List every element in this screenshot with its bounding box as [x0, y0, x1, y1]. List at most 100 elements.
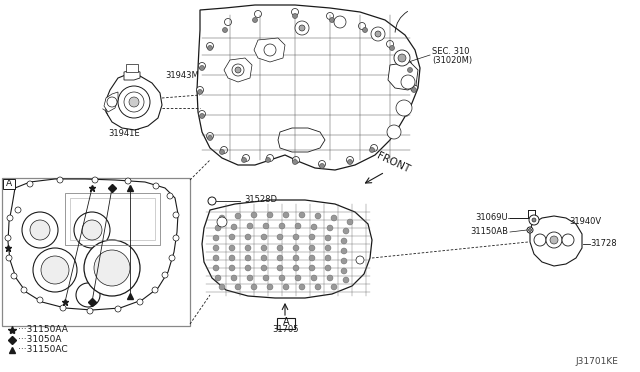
Polygon shape	[530, 216, 582, 266]
Circle shape	[325, 235, 331, 241]
Circle shape	[94, 250, 130, 286]
Circle shape	[118, 86, 150, 118]
Polygon shape	[197, 5, 420, 170]
Circle shape	[200, 65, 205, 71]
Circle shape	[225, 19, 232, 26]
Circle shape	[341, 238, 347, 244]
Circle shape	[371, 27, 385, 41]
Circle shape	[253, 17, 257, 22]
Circle shape	[232, 64, 244, 76]
Circle shape	[229, 255, 235, 261]
Circle shape	[346, 157, 353, 164]
Circle shape	[162, 272, 168, 278]
Text: J31701KE: J31701KE	[575, 357, 618, 366]
Circle shape	[327, 275, 333, 281]
Circle shape	[215, 225, 221, 231]
Text: ···31150AA: ···31150AA	[18, 326, 68, 334]
Text: (31020M): (31020M)	[432, 57, 472, 65]
Circle shape	[326, 13, 333, 19]
Circle shape	[88, 246, 132, 290]
Circle shape	[527, 227, 533, 233]
Circle shape	[529, 215, 539, 225]
Circle shape	[299, 25, 305, 31]
Circle shape	[124, 92, 144, 112]
Circle shape	[198, 90, 202, 94]
Circle shape	[343, 277, 349, 283]
Circle shape	[319, 160, 326, 167]
Circle shape	[217, 217, 227, 227]
Circle shape	[293, 245, 299, 251]
Polygon shape	[124, 70, 140, 80]
Circle shape	[388, 128, 396, 135]
Circle shape	[546, 232, 562, 248]
Circle shape	[231, 224, 237, 230]
Circle shape	[261, 255, 267, 261]
Text: ···31050A: ···31050A	[18, 336, 61, 344]
Circle shape	[173, 235, 179, 241]
Circle shape	[243, 154, 250, 161]
Circle shape	[231, 275, 237, 281]
Circle shape	[331, 215, 337, 221]
Circle shape	[213, 255, 219, 261]
Circle shape	[229, 234, 235, 240]
Circle shape	[529, 228, 531, 231]
Circle shape	[196, 87, 204, 93]
Circle shape	[295, 223, 301, 229]
Circle shape	[401, 75, 415, 89]
Bar	[126, 64, 138, 72]
Polygon shape	[388, 62, 418, 90]
Circle shape	[387, 131, 392, 137]
Polygon shape	[8, 179, 178, 310]
Circle shape	[33, 248, 77, 292]
Circle shape	[207, 42, 214, 49]
Polygon shape	[104, 92, 118, 112]
Circle shape	[315, 213, 321, 219]
Circle shape	[115, 306, 121, 312]
Circle shape	[92, 177, 98, 183]
Circle shape	[408, 67, 413, 73]
Circle shape	[107, 97, 117, 107]
Circle shape	[343, 228, 349, 234]
Circle shape	[327, 225, 333, 231]
Circle shape	[279, 275, 285, 281]
Circle shape	[137, 299, 143, 305]
Circle shape	[223, 28, 227, 32]
Circle shape	[348, 160, 353, 164]
Circle shape	[235, 284, 241, 290]
Circle shape	[247, 275, 253, 281]
Circle shape	[198, 110, 205, 118]
Circle shape	[277, 245, 283, 251]
Circle shape	[213, 265, 219, 271]
Circle shape	[356, 256, 364, 264]
Circle shape	[74, 212, 110, 248]
Circle shape	[37, 297, 43, 303]
Bar	[3, 179, 15, 189]
Circle shape	[263, 275, 269, 281]
Circle shape	[362, 28, 367, 32]
Circle shape	[215, 275, 221, 281]
Circle shape	[251, 212, 257, 218]
Circle shape	[279, 223, 285, 229]
Circle shape	[30, 220, 50, 240]
Circle shape	[245, 265, 251, 271]
Circle shape	[410, 84, 417, 92]
Circle shape	[245, 234, 251, 240]
Circle shape	[299, 284, 305, 290]
Circle shape	[263, 223, 269, 229]
Circle shape	[22, 212, 58, 248]
Circle shape	[283, 284, 289, 290]
Circle shape	[309, 245, 315, 251]
Circle shape	[129, 97, 139, 107]
Circle shape	[251, 284, 257, 290]
Circle shape	[291, 9, 298, 16]
Circle shape	[277, 265, 283, 271]
Circle shape	[550, 236, 558, 244]
Circle shape	[76, 283, 100, 307]
Circle shape	[198, 62, 205, 70]
Circle shape	[41, 256, 69, 284]
Circle shape	[213, 245, 219, 251]
Bar	[65, 193, 160, 245]
Circle shape	[229, 265, 235, 271]
Circle shape	[319, 164, 324, 169]
Circle shape	[299, 212, 305, 218]
